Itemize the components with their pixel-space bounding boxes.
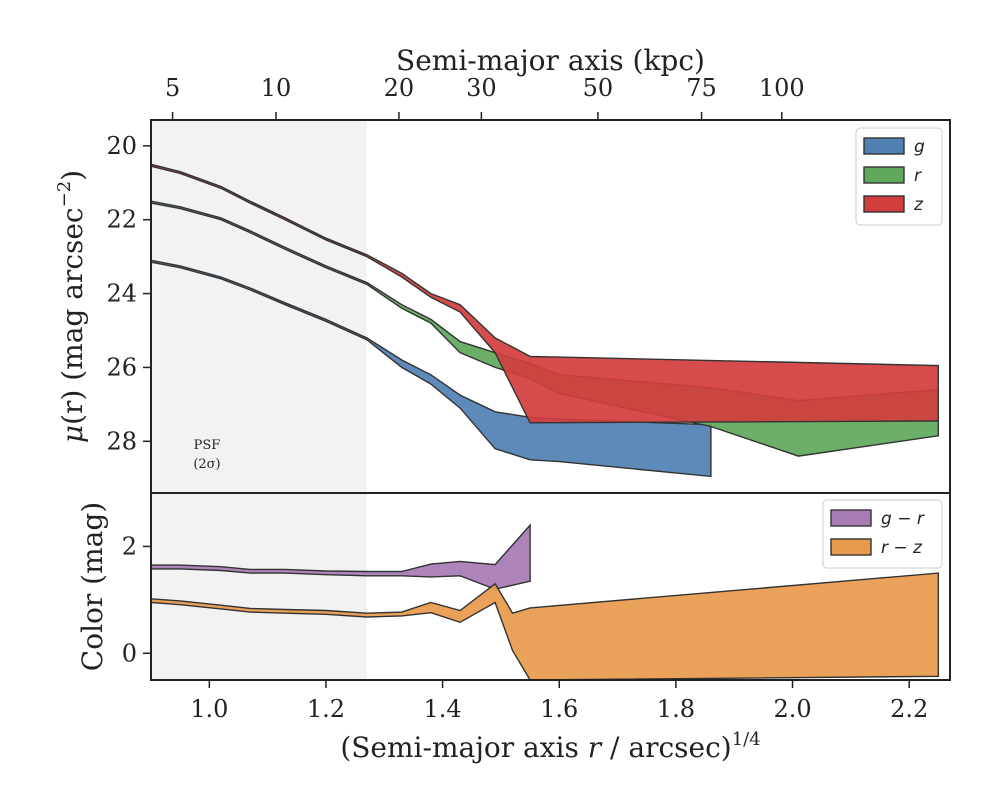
top-legend-label: g xyxy=(914,137,925,157)
bottom-y-tick-label: 0 xyxy=(122,639,137,667)
top-legend-label: z xyxy=(913,195,924,215)
color-band-r−z xyxy=(150,572,939,681)
top-y-ticks: 20 22 24 26 28 xyxy=(106,132,151,455)
xlabel-main: (Semi-major axis xyxy=(340,731,587,764)
top-x-tick-label: 100 xyxy=(759,74,805,102)
bottom-x-tick-label: 2.0 xyxy=(773,695,811,723)
top-legend-swatch xyxy=(863,137,905,155)
top-y-tick-label: 26 xyxy=(106,353,137,381)
bottom-x-tick-label: 2.2 xyxy=(890,695,928,723)
top-x-tick-label: 5 xyxy=(165,74,180,102)
top-y-tick-label: 22 xyxy=(106,206,137,234)
top-legend-swatch xyxy=(863,166,905,184)
color-panel: 02 1.0 1.2 1.4 1.6 1.8 2.0 2.2 (Semi-major axi… xyxy=(76,492,951,764)
bottom-x-tick-label: 1.6 xyxy=(540,695,578,723)
top-legend: grz xyxy=(855,127,943,226)
bottom-legend-swatch xyxy=(830,509,872,527)
psf-label: PSF xyxy=(194,438,221,453)
bottom-y-tick-label: 2 xyxy=(122,532,137,560)
bottom-x-tick-label: 1.8 xyxy=(657,695,695,723)
top-legend-swatch xyxy=(863,195,905,213)
bottom-panel-frame xyxy=(150,492,951,681)
bottom-x-tick-label: 1.2 xyxy=(307,695,345,723)
color-band-g−r xyxy=(150,523,531,590)
top-x-tick-label: 30 xyxy=(466,74,497,102)
psf-shade-bottom xyxy=(151,493,367,680)
xlabel-rest: / arcsec) xyxy=(601,731,732,764)
top-x-tick-label: 10 xyxy=(261,74,292,102)
top-y-tick-label: 24 xyxy=(106,280,137,308)
psf-sigma-label: (2σ) xyxy=(193,457,220,472)
top-x-axis-title: Semi-major axis (kpc) xyxy=(396,44,705,77)
sb-band-z xyxy=(150,163,939,424)
ylabel-unit: (mag arcsec xyxy=(56,207,89,389)
psf-shade xyxy=(151,120,367,493)
bottom-legend-label: g − r xyxy=(881,509,925,529)
top-y-axis-title: μ(r) (mag arcsec−2) xyxy=(54,170,89,443)
top-x-tick-label: 20 xyxy=(384,74,415,102)
ylabel-r: (r) xyxy=(56,390,89,425)
bottom-y-ticks: 02 xyxy=(122,532,151,667)
ylabel-exponent: −2 xyxy=(54,181,75,208)
mu-symbol: μ xyxy=(56,425,89,443)
bottom-legend-swatch xyxy=(830,538,872,556)
bottom-legend-label: r − z xyxy=(881,538,923,558)
top-x-tick-label: 50 xyxy=(583,74,614,102)
bottom-x-axis-title: (Semi-major axis r / arcsec)1/4 xyxy=(340,729,760,764)
surface-brightness-panel: 20 22 24 26 28 5 10 20 30 50 75 100 Semi-major axi… xyxy=(54,44,951,494)
bottom-x-ticks: 1.0 1.2 1.4 1.6 1.8 2.0 2.2 xyxy=(190,680,928,723)
top-x-tick-label: 75 xyxy=(686,74,717,102)
xlabel-exponent: 1/4 xyxy=(732,729,761,750)
top-y-tick-label: 20 xyxy=(106,132,137,160)
bottom-legend: g − r r − z xyxy=(822,499,943,569)
color-series xyxy=(150,523,939,681)
top-x-ticks-kpc: 5 10 20 30 50 75 100 xyxy=(165,74,805,120)
top-y-tick-label: 28 xyxy=(106,427,137,455)
top-legend-label: r xyxy=(914,166,922,186)
bottom-y-axis-title: Color (mag) xyxy=(76,502,109,671)
bottom-x-tick-label: 1.4 xyxy=(424,695,462,723)
bottom-x-tick-label: 1.0 xyxy=(190,695,228,723)
surface-brightness-series xyxy=(150,163,939,478)
xlabel-r: r xyxy=(588,731,603,764)
ylabel-close: ) xyxy=(56,170,89,181)
